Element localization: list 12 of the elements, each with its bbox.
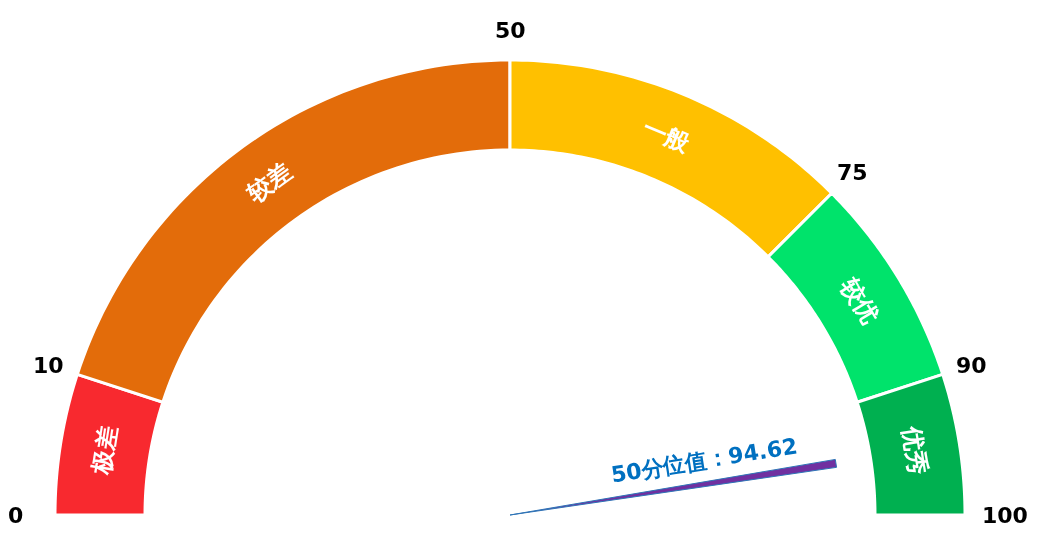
- text: 0: [8, 503, 24, 528]
- slice-label: 较优: [834, 272, 885, 330]
- slice-label: 一般: [638, 113, 695, 159]
- slice-label: 极差: [87, 424, 123, 477]
- text: 50: [495, 18, 526, 43]
- slice-label: 较差: [241, 157, 298, 209]
- text: 10: [33, 353, 64, 378]
- text: 75: [837, 160, 868, 185]
- text: 90: [956, 353, 987, 378]
- text: 50分位值：94.62: [609, 433, 800, 488]
- text: 100: [982, 503, 1028, 528]
- slice-label: 优秀: [897, 424, 933, 477]
